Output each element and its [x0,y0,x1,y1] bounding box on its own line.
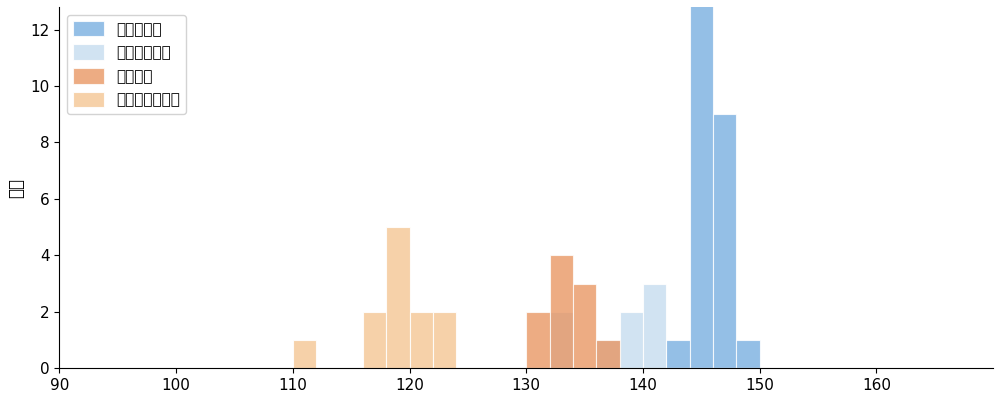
Bar [620,312,643,368]
Bar [573,284,596,368]
Bar [713,114,736,368]
Bar [433,312,456,368]
Bar [526,312,550,368]
Bar [550,312,573,368]
Bar [596,340,620,368]
Bar [596,340,620,368]
Bar [550,255,573,368]
Bar [410,312,433,368]
Bar [293,340,316,368]
Y-axis label: 球数: 球数 [7,178,25,198]
Legend: ストレート, カットボール, フォーク, チェンジアップ: ストレート, カットボール, フォーク, チェンジアップ [67,14,186,114]
Bar [736,340,760,368]
Bar [643,284,666,368]
Bar [386,227,410,368]
Bar [363,312,386,368]
Bar [690,0,713,368]
Bar [666,340,690,368]
